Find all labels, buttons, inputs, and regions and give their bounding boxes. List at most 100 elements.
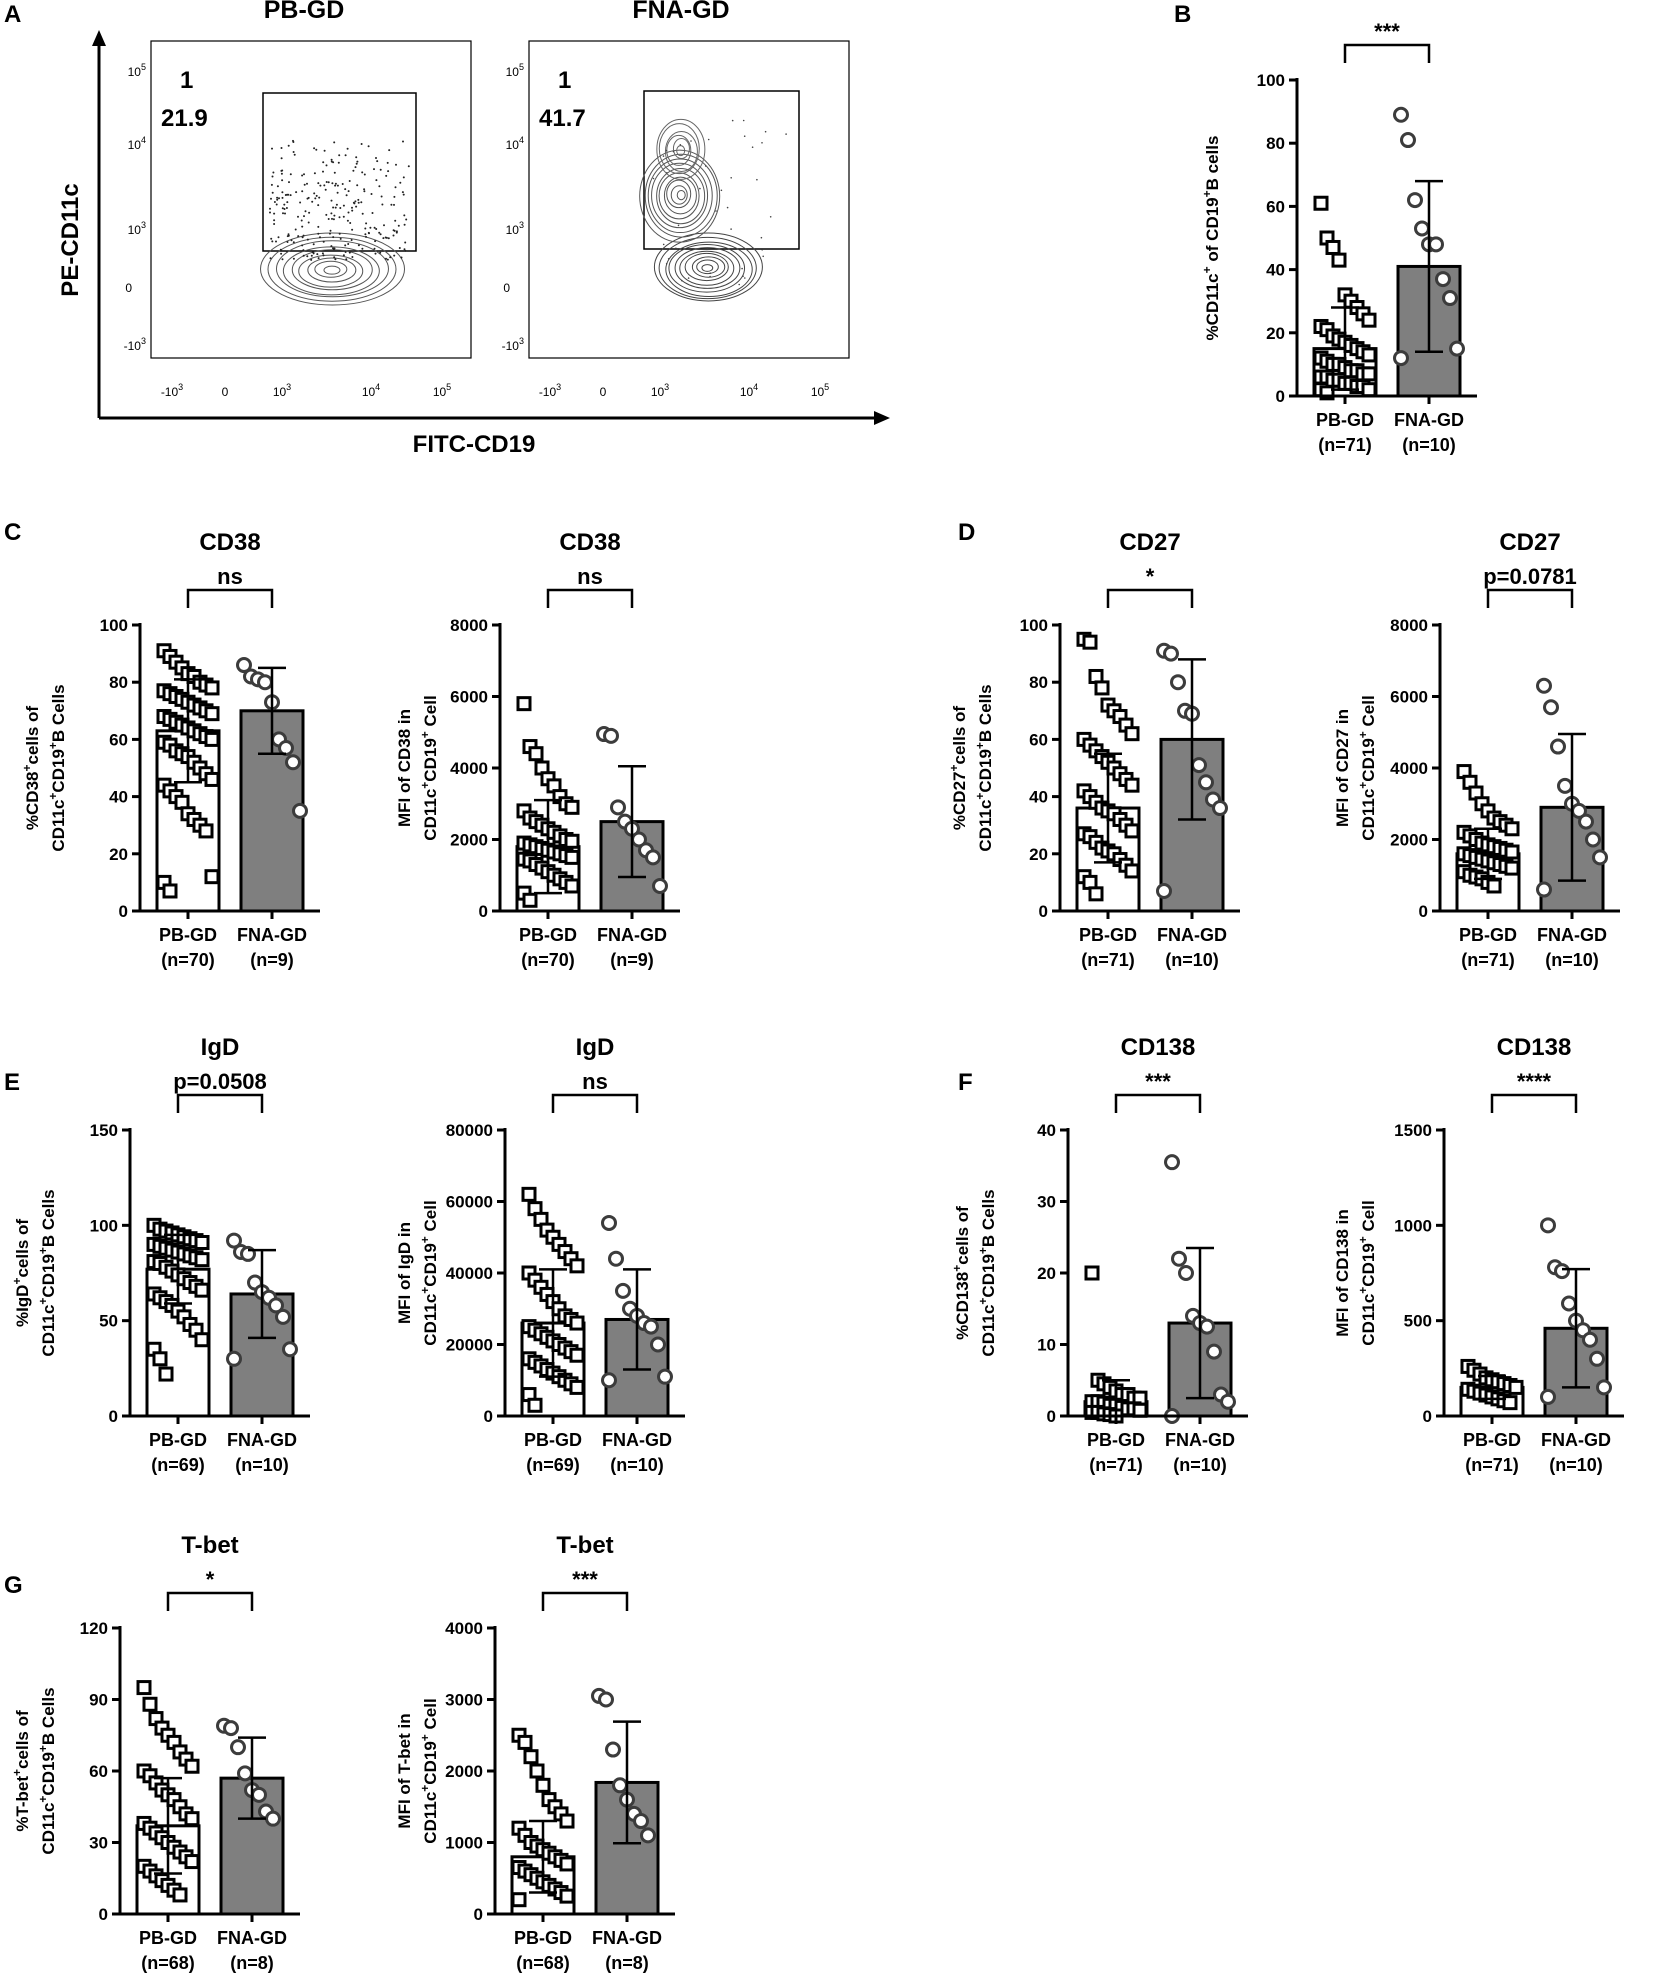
facs-event-dot [386, 258, 389, 261]
facs-event-dot [761, 249, 763, 251]
facs-event-dot [300, 219, 303, 222]
data-point [521, 1186, 537, 1202]
facs-event-dot [330, 199, 333, 202]
y-axis-label: MFI of CD138 in [1333, 1209, 1352, 1337]
facs-event-dot [314, 197, 317, 200]
facs-event-dot [292, 141, 295, 143]
facs-event-dot [363, 190, 366, 193]
y-axis-label-part: MFI of CD38 in [395, 709, 414, 827]
facs-event-dot [357, 198, 360, 201]
n-label: (n=68) [141, 1953, 195, 1973]
facs-event-dot [743, 135, 746, 137]
facs-x-tick: -103 [539, 382, 561, 399]
facs-event-dot [371, 212, 374, 214]
data-point [610, 799, 626, 816]
facs-event-dot [312, 252, 315, 255]
data-point [1442, 290, 1458, 307]
y-tick-label: 80 [1029, 673, 1048, 692]
y-tick-label: 2000 [1390, 831, 1428, 850]
data-point [223, 1720, 239, 1737]
facs-event-dot [284, 212, 286, 215]
facs-event-dot [331, 182, 334, 185]
y-axis-label-part: cells of [13, 1710, 32, 1769]
data-point [204, 680, 220, 696]
facs-event-dot [332, 247, 334, 250]
facs-x-tick: -103 [161, 382, 183, 399]
facs-event-dot [334, 184, 337, 187]
facs-contour [323, 265, 341, 275]
facs-event-dot [313, 147, 316, 150]
n-label: (n=8) [605, 1953, 649, 1973]
facs-event-dot [304, 210, 307, 213]
facs-event-dot [286, 241, 289, 243]
significance-label: ns [577, 564, 603, 589]
y-axis-label-part: %CD27 [950, 772, 969, 831]
y-axis-label-part: CD11c [421, 1792, 440, 1844]
y-tick-label: 6000 [1390, 688, 1428, 707]
y-axis-label-part: MFI of CD138 in [1333, 1209, 1352, 1337]
data-point [1124, 777, 1140, 793]
facs-event-dot [376, 160, 379, 163]
data-point [564, 878, 580, 894]
facs-event-dot [402, 176, 405, 179]
facs-event-dot [742, 275, 744, 278]
facs-event-dot [301, 244, 304, 247]
y-axis-label: CD11c+CD19+ Cell [418, 1200, 440, 1345]
facs-event-dot [315, 148, 318, 151]
facs-event-dot [395, 163, 397, 166]
facs-event-dot [322, 254, 325, 257]
facs-event-dot [327, 181, 330, 184]
n-label: (n=9) [250, 950, 294, 970]
category-label: FNA-GD [1165, 1430, 1235, 1450]
facs-event-dot [677, 224, 680, 227]
facs-events [639, 118, 787, 302]
data-point [1540, 1388, 1556, 1405]
data-point [569, 1379, 585, 1395]
y-tick-label: 10 [1037, 1336, 1056, 1355]
facs-event-dot [379, 168, 382, 171]
category-label: FNA-GD [1157, 925, 1227, 945]
facs-event-dot [346, 219, 349, 222]
facs-event-dot [345, 258, 348, 261]
y-axis-label: CD11c+CD19+ Cell [1356, 1200, 1378, 1345]
data-point [1084, 1265, 1100, 1281]
facs-event-dot [281, 179, 284, 182]
y-axis-label-part: + [947, 764, 961, 771]
n-label: (n=68) [516, 1953, 570, 1973]
facs-event-dot [281, 258, 284, 261]
facs-gate [262, 92, 417, 252]
facs-event-dot [389, 256, 392, 259]
facs-event-dot [761, 142, 763, 144]
facs-event-dot [360, 143, 363, 145]
facs-event-dot [281, 207, 284, 210]
y-axis-label-part: + [36, 1247, 50, 1254]
y-axis-label-part: + [418, 1287, 432, 1294]
facs-plot-frame [150, 40, 472, 359]
facs-event-dot [330, 212, 333, 215]
panel-label-a: A [4, 1, 21, 28]
y-axis-label-part: + [1356, 1236, 1370, 1243]
category-label: PB-GD [1459, 925, 1517, 945]
data-point [1504, 860, 1520, 876]
data-point [1156, 882, 1172, 899]
facs-plot-fna: FNA-GD 1 41.7 105 104 103 0 -103 -103 0 … [502, 0, 850, 399]
facs-event-dot [388, 149, 391, 152]
data-point [1361, 347, 1377, 363]
facs-event-dot [730, 177, 732, 179]
facs-event-dot [332, 218, 335, 221]
facs-contour [701, 264, 714, 272]
facs-event-dot [325, 164, 328, 167]
y-axis-label: %CD38+cells of [20, 706, 42, 831]
facs-event-dot [336, 184, 339, 187]
data-point [142, 1696, 158, 1712]
facs-event-dot [387, 237, 390, 240]
data-point [194, 1332, 210, 1348]
data-point [1163, 645, 1179, 662]
facs-contour [307, 257, 357, 283]
bar-panel-g1: G T-bet 0 30 60 90 120 PB-GD (n=68) FNA-GD (n=8) *%… [4, 1532, 300, 1973]
data-point [1393, 350, 1409, 367]
facs-event-dot [374, 252, 377, 255]
facs-event-dot [392, 234, 395, 237]
y-tick-label: 500 [1404, 1312, 1432, 1331]
